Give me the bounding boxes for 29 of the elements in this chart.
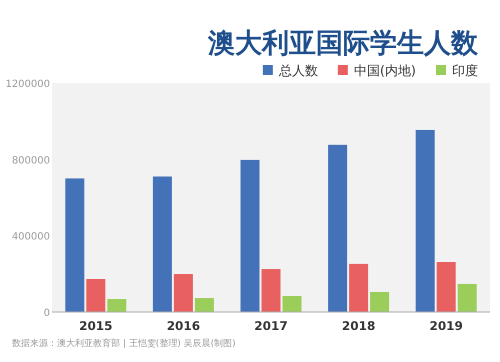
y-tick-label: 1200000 xyxy=(5,79,50,90)
bar xyxy=(262,269,280,312)
y-tick-label: 400000 xyxy=(12,232,50,243)
x-tick-label: 2018 xyxy=(342,319,376,333)
legend-label: 中国(内地) xyxy=(354,64,416,79)
bar xyxy=(174,274,193,312)
y-tick-label: 800000 xyxy=(12,155,50,166)
bar xyxy=(416,130,435,312)
bar xyxy=(370,292,390,312)
bar xyxy=(194,298,214,312)
x-tick-label: 2019 xyxy=(429,319,463,333)
bar xyxy=(86,278,106,312)
bar xyxy=(65,178,84,312)
bar xyxy=(152,176,172,312)
legend-label: 印度 xyxy=(452,63,478,79)
bar xyxy=(282,296,302,312)
x-tick-label: 2016 xyxy=(166,319,200,333)
x-tick-label: 2015 xyxy=(79,319,113,333)
bar xyxy=(349,264,368,312)
bar xyxy=(240,160,260,312)
bar xyxy=(328,144,348,312)
bar xyxy=(436,262,456,312)
source-note: 数据来源：澳大利亚教育部 | 王恺雯(整理) 吴辰晨(制图) xyxy=(12,338,236,349)
bar xyxy=(458,284,477,312)
chart-title: 澳大利亚国际学生人数 xyxy=(207,28,479,59)
y-tick-label: 0 xyxy=(44,308,50,319)
bar xyxy=(107,299,126,312)
x-tick-label: 2017 xyxy=(254,319,288,333)
legend-label: 总人数 xyxy=(278,64,318,79)
